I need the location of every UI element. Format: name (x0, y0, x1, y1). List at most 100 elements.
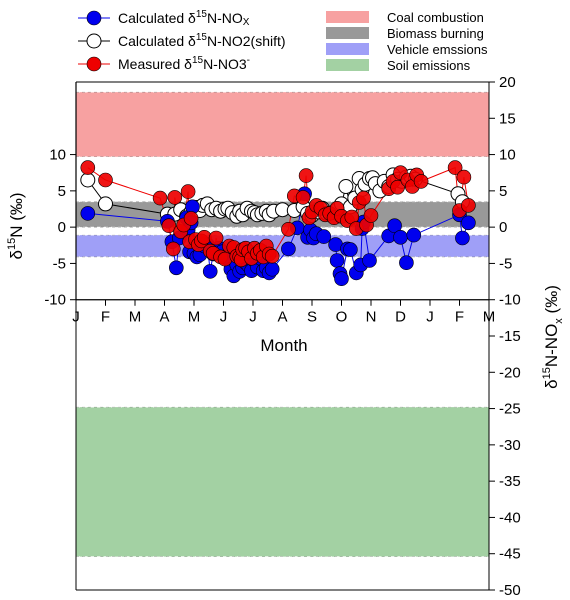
series-2-point-64 (447, 160, 463, 175)
left-axis-title-superscript: 15 (6, 238, 18, 250)
right-axis-title: δ15N-NOx (‰) (541, 285, 565, 389)
legend-biomass-swatch (326, 27, 369, 39)
series-2-point-4 (166, 241, 181, 257)
legend-no2-label: Calculated δ15N-NO2(shift) (118, 32, 286, 49)
x-tick-label: M (188, 309, 201, 326)
series-2-point-66 (456, 169, 472, 185)
legend-no3-marker (86, 56, 102, 72)
x-tick-label: N (366, 309, 377, 326)
right-axis-title-superscript: 15 (541, 367, 553, 379)
left-tick-label: 0 (58, 219, 66, 236)
legend-soil-swatch (326, 59, 369, 71)
right-axis-title-symbol: δ (542, 379, 561, 388)
legend-coal-label: Coal combustion (387, 10, 484, 25)
left-tick-label: 5 (58, 183, 66, 200)
series-2-point-67 (461, 198, 476, 213)
series-0-point-60 (406, 227, 422, 243)
series-2-point-8 (180, 184, 196, 199)
right-axis-title-subscript: x (553, 318, 565, 324)
right-axis-title-main: N-NO (542, 324, 561, 367)
left-axis-title: δ15N (‰) (6, 192, 26, 259)
band-coal-combustion (76, 92, 489, 157)
x-tick-label: M (483, 309, 496, 326)
series-0-point-37 (281, 241, 296, 257)
legend-no3-label: Measured δ15N-NO3- (118, 55, 250, 72)
series-2-point-35 (264, 248, 280, 264)
left-axis-title-symbol: δ (7, 250, 26, 259)
series-0-point-46 (329, 253, 345, 268)
x-tick-label: F (455, 309, 464, 326)
x-tick-label: O (336, 309, 348, 326)
x-tick-label: A (159, 309, 169, 326)
series-0-point-59 (399, 255, 414, 271)
x-tick-label: F (101, 309, 110, 326)
series-2-point-17 (208, 230, 224, 246)
x-tick-label: M (129, 309, 142, 326)
series-2-point-53 (356, 190, 371, 206)
series-points (80, 160, 476, 287)
right-tick-label: -15 (499, 328, 521, 345)
legend-nox-label: Calculated δ15N-NOX (118, 9, 250, 28)
right-tick-label: -5 (499, 255, 512, 272)
x-axis-title: Month (260, 336, 307, 355)
right-tick-label: -45 (499, 546, 521, 563)
series-2-point-10 (183, 211, 199, 226)
legend-nox-marker (86, 10, 102, 26)
legend-soil-label: Soil emissions (387, 58, 471, 73)
left-tick-label: -5 (53, 255, 66, 272)
legend-markers (78, 10, 110, 72)
series-0-point-0 (80, 206, 96, 221)
series-2-point-55 (363, 208, 379, 223)
right-tick-label: -10 (499, 292, 521, 309)
right-tick-label: 15 (499, 110, 516, 127)
series-2-point-36 (281, 222, 296, 237)
series-0-point-62 (455, 230, 470, 246)
series-0-point-50 (343, 242, 358, 257)
legend-coal-swatch (326, 11, 369, 23)
series-2-point-2 (152, 190, 168, 206)
right-tick-label: -30 (499, 437, 521, 454)
series-1-point-40 (338, 179, 354, 194)
right-tick-label: -25 (499, 401, 521, 418)
series-0-point-36 (264, 261, 280, 277)
x-tick-label: J (220, 309, 228, 326)
x-tick-label: D (395, 309, 406, 326)
series-2-point-1 (98, 172, 113, 188)
x-tick-label: S (307, 309, 317, 326)
left-tick-label: -10 (44, 292, 66, 309)
legend-bands: Coal combustion Biomass burning Vehicle … (326, 10, 488, 73)
right-tick-label: 5 (499, 183, 507, 200)
x-tick-label: J (72, 309, 80, 326)
x-tick-label: J (249, 309, 257, 326)
x-tick-label: J (426, 309, 434, 326)
right-tick-label: 20 (499, 74, 516, 91)
series-0-point-3 (169, 260, 184, 276)
left-axis-title-rest: N (‰) (7, 192, 26, 237)
series-2-point-0 (80, 160, 96, 175)
series-0-point-55 (362, 253, 377, 268)
right-tick-label: -50 (499, 582, 521, 599)
series-2-point-3 (161, 218, 177, 233)
series-2-point-38 (295, 190, 311, 205)
series-1-point-0 (80, 172, 96, 188)
legend-no2-marker (86, 33, 102, 49)
left-tick-label: 10 (49, 147, 66, 164)
right-axis-title-unit: (‰) (542, 285, 561, 318)
right-tick-label: 10 (499, 147, 516, 164)
axes: 10 5 0 -5 -10 20 15 10 5 0 -5 -10 -15 -20 -25 -30 -35 -40… (44, 74, 520, 599)
legend-vehicle-swatch (326, 43, 369, 55)
legend-biomass-label: Biomass burning (387, 26, 484, 41)
series-2-point-39 (298, 168, 314, 183)
series-0-point-57 (387, 218, 402, 233)
right-tick-label: 0 (499, 219, 507, 236)
series-2-point-58 (390, 179, 405, 195)
x-tick-label: A (277, 309, 287, 326)
right-tick-label: -35 (499, 473, 521, 490)
series-2-point-63 (413, 174, 429, 189)
series-0-point-48 (334, 271, 349, 287)
series-0-point-44 (316, 229, 332, 244)
series-0-point-15 (202, 264, 218, 279)
right-tick-label: -20 (499, 364, 521, 381)
series-0-point-58 (393, 230, 408, 245)
